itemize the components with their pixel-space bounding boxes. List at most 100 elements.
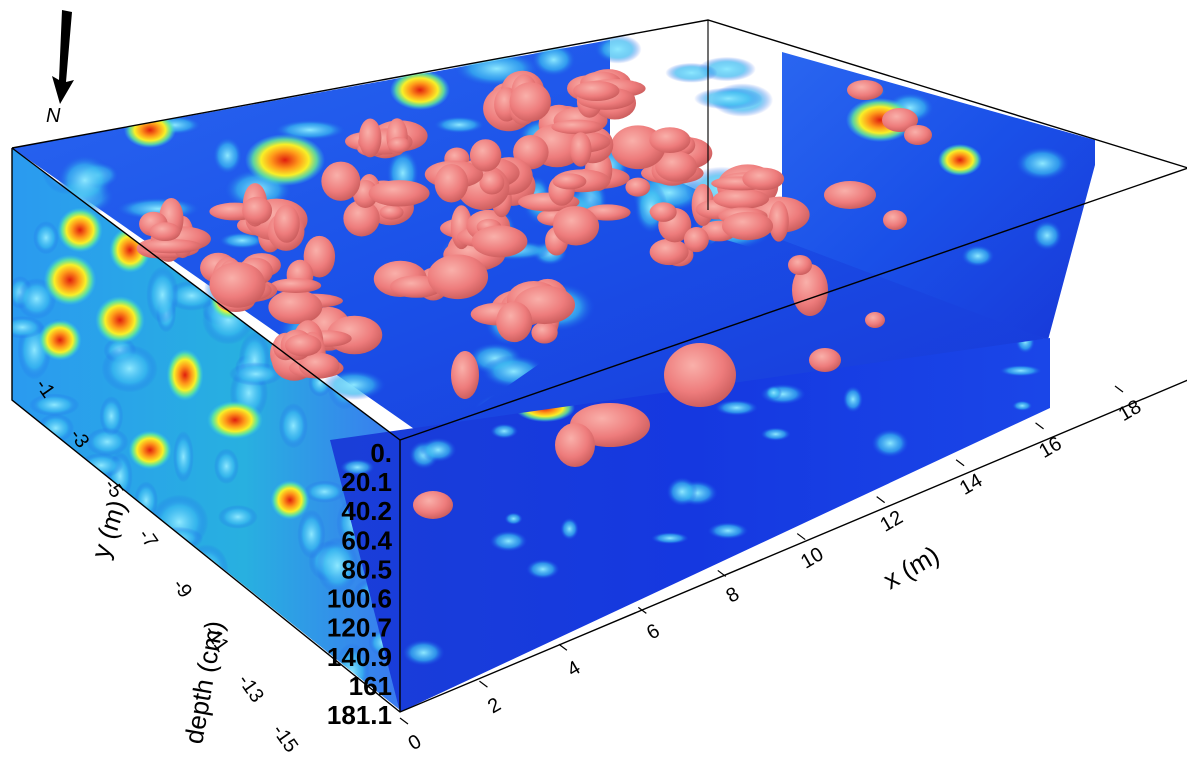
heat-cell	[531, 42, 577, 77]
isosurface-body	[379, 204, 404, 220]
heat-cell	[765, 385, 783, 400]
heat-cell	[707, 522, 749, 540]
heat-cell	[871, 429, 909, 458]
isosurface-body	[847, 80, 883, 100]
heat-cell	[1015, 338, 1035, 354]
isosurface-body	[792, 264, 828, 316]
heat-cell	[85, 427, 129, 457]
heat-cell	[913, 682, 943, 703]
heat-cell	[116, 688, 138, 710]
depth-tick-label: 60.4	[341, 525, 392, 555]
isosurface-body	[343, 200, 380, 237]
heat-cell	[594, 34, 642, 64]
heat-hotspot	[207, 400, 263, 440]
heat-cell	[174, 33, 259, 85]
heat-cell	[213, 448, 239, 485]
heat-cell	[715, 399, 758, 416]
heat-cell	[303, 480, 346, 503]
heat-cell	[526, 559, 560, 580]
heat-cell	[961, 245, 995, 267]
heat-cell	[58, 568, 102, 612]
heat-cell	[845, 671, 863, 699]
heat-cell	[720, 605, 766, 631]
north-label: N	[46, 105, 61, 127]
heat-cell	[788, 656, 812, 670]
heat-cell	[12, 413, 35, 434]
heat-hotspot	[95, 296, 145, 344]
isosurface-body	[268, 289, 323, 325]
isosurface-body	[664, 343, 736, 407]
isosurface-body	[321, 161, 361, 201]
heat-cell	[402, 639, 445, 666]
heat-cell	[212, 136, 243, 175]
isosurface-body	[721, 211, 774, 241]
x-tick-mark	[955, 459, 965, 467]
y-tick-label: -7	[134, 525, 162, 552]
isosurface-body	[303, 235, 336, 278]
isosurface-body	[358, 118, 382, 158]
heat-cell	[29, 393, 80, 417]
heat-cell	[364, 29, 397, 72]
heat-cell	[825, 651, 853, 675]
heat-cell	[146, 266, 179, 324]
isosurface-body	[649, 238, 689, 266]
isosurface-body	[649, 127, 691, 154]
isosurface-body	[551, 119, 603, 135]
y-tick-label: -13	[233, 670, 268, 706]
heat-hotspot	[38, 319, 82, 361]
isosurface-body	[413, 491, 453, 519]
isosurface-body	[650, 202, 677, 222]
heat-cell	[918, 517, 961, 537]
isosurface-body	[479, 170, 505, 195]
x-tick-mark	[1114, 385, 1124, 393]
heat-cell	[861, 606, 900, 619]
heat-cell	[842, 386, 864, 413]
isosurface-body	[451, 351, 479, 399]
heat-cell	[12, 673, 39, 704]
isosurface-body	[139, 239, 203, 254]
heat-cell	[433, 116, 485, 134]
x-tick-label: 4	[564, 657, 585, 682]
x-tick-label: 14	[956, 469, 986, 499]
bounding-box	[11, 19, 1187, 713]
isosurface-body	[387, 136, 410, 153]
x-tick-mark	[876, 496, 886, 504]
x-tick-mark	[637, 606, 647, 614]
heat-cell	[33, 221, 59, 255]
heat-cell	[1015, 146, 1070, 181]
isosurface-body	[531, 321, 558, 344]
north-arrow-icon: N	[46, 10, 74, 127]
heat-hotspot	[57, 207, 103, 253]
heat-hotspot	[43, 254, 97, 306]
depth-axis-ticks: 0.20.140.260.480.5100.6120.7140.9161181.…	[327, 438, 393, 730]
heat-hotspot	[938, 144, 982, 176]
isosurface-body	[824, 181, 876, 209]
isosurface-body	[865, 312, 885, 328]
heat-cell	[490, 423, 519, 439]
heat-cell	[218, 232, 266, 249]
heat-cell	[1011, 698, 1037, 710]
heat-cell	[419, 437, 457, 462]
depth-tick-label: 20.1	[341, 467, 392, 497]
heat-cell	[774, 569, 797, 596]
y-axis-label: y (m)	[85, 496, 132, 562]
isosurface-body	[469, 139, 502, 172]
isosurface-body	[809, 348, 841, 372]
heat-hotspot	[245, 134, 325, 186]
x-tick-label: 0	[405, 730, 426, 755]
isosurface-body	[742, 167, 785, 191]
heat-cell	[36, 542, 91, 564]
y-tick-label: -15	[268, 720, 303, 756]
isosurface-body	[270, 278, 322, 293]
heat-cell	[192, 45, 226, 63]
x-tick-label: 2	[484, 694, 505, 719]
depth-tick-label: 140.9	[327, 642, 392, 672]
heat-cell	[78, 453, 124, 478]
depth-tick-label: 120.7	[327, 613, 392, 643]
heat-cell	[760, 427, 791, 441]
x-tick-mark	[717, 569, 727, 577]
heat-cell	[665, 62, 718, 83]
heat-cell	[133, 629, 184, 687]
isosurface-group	[136, 69, 932, 519]
